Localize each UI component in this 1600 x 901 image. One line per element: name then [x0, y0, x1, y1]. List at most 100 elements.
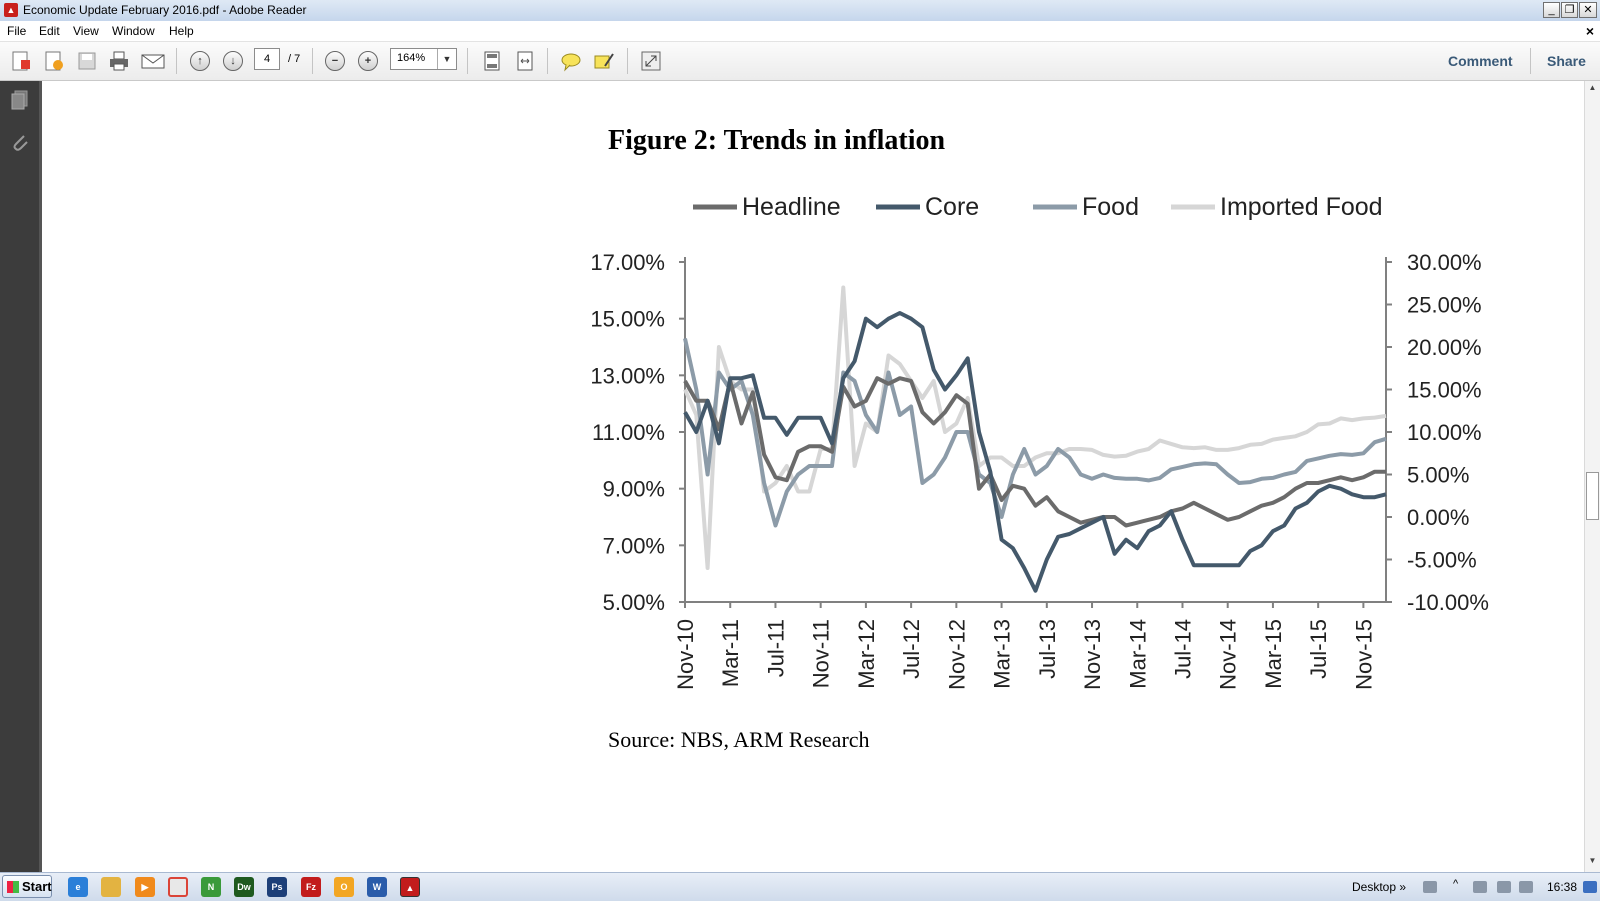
menu-view[interactable]: View	[73, 24, 99, 38]
left-axis-tick-label: 7.00%	[603, 533, 665, 558]
fit-width-icon[interactable]	[513, 49, 537, 73]
full-screen-icon[interactable]	[639, 49, 663, 73]
x-axis-tick-label: Jul-12	[899, 619, 924, 679]
internet-explorer-icon[interactable]: e	[68, 877, 88, 897]
adobe-reader-icon: ▲	[4, 3, 18, 17]
legend-label: Imported Food	[1220, 193, 1383, 221]
navigation-panel	[0, 81, 42, 872]
close-button[interactable]: ✕	[1579, 2, 1597, 18]
pages-panel-icon[interactable]	[9, 89, 31, 114]
previous-page-button[interactable]: ↑	[188, 49, 212, 73]
save-icon[interactable]	[75, 49, 99, 73]
zoom-select[interactable]: 164% ▼	[390, 48, 457, 70]
dreamweaver-icon[interactable]: Dw	[234, 877, 254, 897]
right-axis-tick-label: 25.00%	[1407, 293, 1482, 318]
x-axis-tick-label: Nov-10	[673, 619, 698, 690]
sticky-note-icon[interactable]	[559, 49, 583, 73]
highlight-text-icon[interactable]	[592, 49, 616, 73]
right-axis-tick-label: 15.00%	[1407, 378, 1482, 403]
x-axis-tick-label: Jul-15	[1306, 619, 1331, 679]
outlook-icon[interactable]: O	[334, 877, 354, 897]
email-icon[interactable]	[141, 49, 165, 73]
minus-icon: −	[325, 51, 345, 71]
open-icon[interactable]	[42, 49, 66, 73]
menu-window[interactable]: Window	[112, 24, 155, 38]
vertical-scrollbar[interactable]: ▲ ▼	[1584, 81, 1600, 872]
share-button[interactable]: Share	[1547, 53, 1586, 69]
page-total: / 7	[288, 53, 301, 65]
x-axis-tick-label: Mar-12	[854, 619, 879, 689]
series-line-core	[683, 311, 1387, 593]
menu-help[interactable]: Help	[169, 24, 194, 38]
tray-flag-icon[interactable]	[1473, 881, 1487, 893]
right-axis-tick-label: 20.00%	[1407, 335, 1482, 360]
adobe-reader-taskbar-icon[interactable]: ▲	[400, 877, 420, 897]
zoom-in-button[interactable]: +	[356, 49, 380, 73]
scroll-down-arrow-icon[interactable]: ▼	[1588, 856, 1597, 865]
scrollbar-thumb[interactable]	[1586, 472, 1599, 520]
media-player-icon[interactable]: ▶	[135, 877, 155, 897]
legend-label: Core	[925, 193, 979, 221]
close-document-icon[interactable]: ×	[1585, 23, 1594, 39]
x-axis-tick-label: Nov-14	[1216, 619, 1241, 690]
tray-volume-icon[interactable]	[1519, 881, 1533, 893]
fit-page-icon[interactable]	[480, 49, 504, 73]
comment-button[interactable]: Comment	[1448, 53, 1513, 69]
x-axis-tick-label: Mar-13	[990, 619, 1015, 689]
toolbar: ↑ ↓ − +	[0, 42, 1600, 81]
x-axis-tick-label: Mar-15	[1261, 619, 1286, 689]
restore-button[interactable]: ❐	[1561, 2, 1578, 18]
left-axis-tick-label: 13.00%	[590, 363, 665, 388]
zoom-out-button[interactable]: −	[323, 49, 347, 73]
show-desktop-icon[interactable]	[1583, 881, 1597, 893]
word-icon[interactable]: W	[367, 877, 387, 897]
menu-file[interactable]: File	[7, 24, 27, 38]
left-axis-tick-label: 15.00%	[590, 307, 665, 332]
left-axis-tick-label: 17.00%	[590, 250, 665, 275]
x-axis-tick-label: Mar-14	[1125, 619, 1150, 689]
right-axis-tick-label: 30.00%	[1407, 250, 1482, 275]
left-axis-tick-label: 9.00%	[603, 477, 665, 502]
right-axis-tick-label: 5.00%	[1407, 463, 1469, 488]
legend-label: Headline	[742, 193, 841, 221]
right-axis-tick-label: -10.00%	[1407, 590, 1489, 615]
right-axis-tick-label: 0.00%	[1407, 505, 1469, 530]
left-axis-tick-label: 5.00%	[603, 590, 665, 615]
x-axis-tick-label: Jul-11	[763, 619, 788, 677]
x-axis-tick-label: Jul-14	[1170, 619, 1195, 679]
x-axis-tick-label: Nov-11	[809, 619, 834, 688]
windows-taskbar: Start e ▶ N Dw Ps Fz O W ▲ Desktop » ^ 1…	[0, 872, 1600, 901]
minimize-button[interactable]: _	[1543, 2, 1560, 18]
tray-chevron-icon[interactable]: ^	[1453, 878, 1459, 890]
arrow-down-icon: ↓	[223, 51, 243, 71]
right-axis-tick-label: 10.00%	[1407, 420, 1482, 445]
right-axis-tick-label: -5.00%	[1407, 548, 1477, 573]
plus-icon: +	[358, 51, 378, 71]
notepad-plus-icon[interactable]: N	[201, 877, 221, 897]
desktop-toolbar-label[interactable]: Desktop »	[1352, 880, 1407, 894]
filezilla-icon[interactable]: Fz	[301, 877, 321, 897]
scroll-up-arrow-icon[interactable]: ▲	[1588, 83, 1597, 92]
chrome-icon[interactable]	[168, 877, 188, 897]
windows-logo-icon	[7, 881, 19, 893]
title-bar: ▲ Economic Update February 2016.pdf - Ad…	[0, 0, 1600, 22]
chevron-down-icon[interactable]: ▼	[437, 49, 456, 69]
photoshop-icon[interactable]: Ps	[267, 877, 287, 897]
tray-keyboard-icon[interactable]	[1423, 881, 1437, 893]
file-explorer-icon[interactable]	[101, 877, 121, 897]
print-icon[interactable]	[107, 49, 131, 73]
x-axis-tick-label: Nov-13	[1080, 619, 1105, 690]
tray-network-icon[interactable]	[1497, 881, 1511, 893]
x-axis-tick-label: Jul-13	[1035, 619, 1060, 679]
next-page-button[interactable]: ↓	[221, 49, 245, 73]
inflation-line-chart: 17.00% 15.00% 13.00% 11.00% 9.00% 7.00% 5.00% 3…	[590, 193, 1489, 690]
x-axis-tick-label: Nov-15	[1351, 619, 1376, 690]
figure-title: Figure 2: Trends in inflation	[608, 125, 946, 156]
menu-edit[interactable]: Edit	[39, 24, 60, 38]
page-number-input[interactable]: 4	[254, 48, 280, 70]
zoom-value: 164%	[397, 52, 426, 64]
start-button[interactable]: Start	[2, 875, 52, 898]
document-page: Figure 2: Trends in inflation 17.00% 15.0…	[45, 81, 1584, 872]
attachments-paperclip-icon[interactable]	[9, 131, 31, 156]
create-pdf-icon[interactable]	[9, 49, 33, 73]
